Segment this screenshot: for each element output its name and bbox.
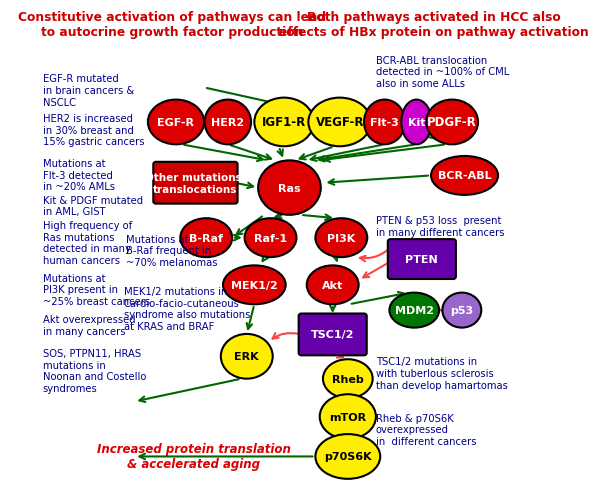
Ellipse shape xyxy=(389,293,439,328)
Text: IGF1-R: IGF1-R xyxy=(262,116,306,129)
Text: PDGF-R: PDGF-R xyxy=(428,116,477,129)
Text: Constitutive activation of pathways can lead
to autocrine growth factor producti: Constitutive activation of pathways can … xyxy=(18,11,326,39)
Text: Increased protein translation
& accelerated aging: Increased protein translation & accelera… xyxy=(97,443,290,470)
Ellipse shape xyxy=(245,219,297,258)
Text: Mutations at
B-Raf frequent in
~70% melanomas: Mutations at B-Raf frequent in ~70% mela… xyxy=(126,234,218,267)
Ellipse shape xyxy=(223,266,286,305)
Text: MDM2: MDM2 xyxy=(395,305,434,315)
Ellipse shape xyxy=(323,360,373,398)
FancyBboxPatch shape xyxy=(298,314,367,356)
Text: p53: p53 xyxy=(450,305,473,315)
Text: BCR-ABL: BCR-ABL xyxy=(438,171,491,181)
Text: Flt-3: Flt-3 xyxy=(370,118,399,128)
Text: B-Raf: B-Raf xyxy=(189,233,224,243)
Text: mTOR: mTOR xyxy=(329,412,367,422)
Ellipse shape xyxy=(308,99,371,147)
Text: PTEN: PTEN xyxy=(406,255,438,264)
Ellipse shape xyxy=(442,293,481,328)
Text: ERK: ERK xyxy=(234,351,259,362)
Ellipse shape xyxy=(205,101,251,145)
Ellipse shape xyxy=(255,99,314,147)
Text: HER2: HER2 xyxy=(211,118,244,128)
Ellipse shape xyxy=(307,266,359,305)
Text: MEK1/2 mutations in
Cardio-facio-cutaneous
syndrome also mutations
at KRAS and B: MEK1/2 mutations in Cardio-facio-cutaneo… xyxy=(124,287,250,331)
FancyBboxPatch shape xyxy=(153,163,238,204)
Text: TSC1/2: TSC1/2 xyxy=(311,330,354,340)
Text: SOS, PTPN11, HRAS
mutations in
Noonan and Costello
syndromes: SOS, PTPN11, HRAS mutations in Noonan an… xyxy=(43,348,146,393)
Ellipse shape xyxy=(320,394,376,439)
Text: Rheb & p70S6K
overexpressed
in  different cancers: Rheb & p70S6K overexpressed in different… xyxy=(376,413,476,446)
Ellipse shape xyxy=(148,101,204,145)
Text: MEK1/2: MEK1/2 xyxy=(231,280,278,290)
Text: Akt: Akt xyxy=(322,280,343,290)
Text: p70S6K: p70S6K xyxy=(324,451,371,462)
Text: Mutations at
PI3K present in
~25% breast cancers: Mutations at PI3K present in ~25% breast… xyxy=(43,273,150,306)
Text: PTEN & p53 loss  present
in many different cancers: PTEN & p53 loss present in many differen… xyxy=(376,216,504,238)
Text: Both pathways activated in HCC also
effects of HBx protein on pathway activation: Both pathways activated in HCC also effe… xyxy=(280,11,589,39)
Ellipse shape xyxy=(258,161,321,215)
Ellipse shape xyxy=(431,157,498,196)
Text: HER2 is increased
in 30% breast and
15% gastric cancers: HER2 is increased in 30% breast and 15% … xyxy=(43,114,144,147)
Text: Other mutations/
translocations: Other mutations/ translocations xyxy=(145,173,245,194)
Text: Raf-1: Raf-1 xyxy=(254,233,287,243)
Text: VEGF-R: VEGF-R xyxy=(315,116,364,129)
Text: Kit & PDGF mutated
in AML, GIST: Kit & PDGF mutated in AML, GIST xyxy=(43,196,143,217)
Ellipse shape xyxy=(364,101,405,145)
Ellipse shape xyxy=(180,219,232,258)
Ellipse shape xyxy=(315,434,380,479)
Text: EGF-R: EGF-R xyxy=(158,118,194,128)
Text: BCR-ABL translocation
detected in ~100% of CML
also in some ALLs: BCR-ABL translocation detected in ~100% … xyxy=(376,56,509,89)
FancyBboxPatch shape xyxy=(388,240,456,280)
Text: High frequency of
Ras mutations
detected in many
human cancers: High frequency of Ras mutations detected… xyxy=(43,221,132,265)
Text: Rheb: Rheb xyxy=(332,374,364,384)
Ellipse shape xyxy=(221,334,273,379)
Text: PI3K: PI3K xyxy=(327,233,356,243)
Ellipse shape xyxy=(401,101,432,145)
Text: EGF-R mutated
in brain cancers &
NSCLC: EGF-R mutated in brain cancers & NSCLC xyxy=(43,74,134,107)
Ellipse shape xyxy=(426,101,478,145)
Text: Mutations at
Flt-3 detected
in ~20% AMLs: Mutations at Flt-3 detected in ~20% AMLs xyxy=(43,159,114,192)
Text: Akt overexpressed
in many cancers: Akt overexpressed in many cancers xyxy=(43,314,135,336)
Text: TSC1/2 mutations in
with tuberlous sclerosis
than develop hamartomas: TSC1/2 mutations in with tuberlous scler… xyxy=(376,357,508,390)
Text: Kit: Kit xyxy=(407,118,425,128)
Ellipse shape xyxy=(315,219,367,258)
Text: Ras: Ras xyxy=(278,183,301,193)
